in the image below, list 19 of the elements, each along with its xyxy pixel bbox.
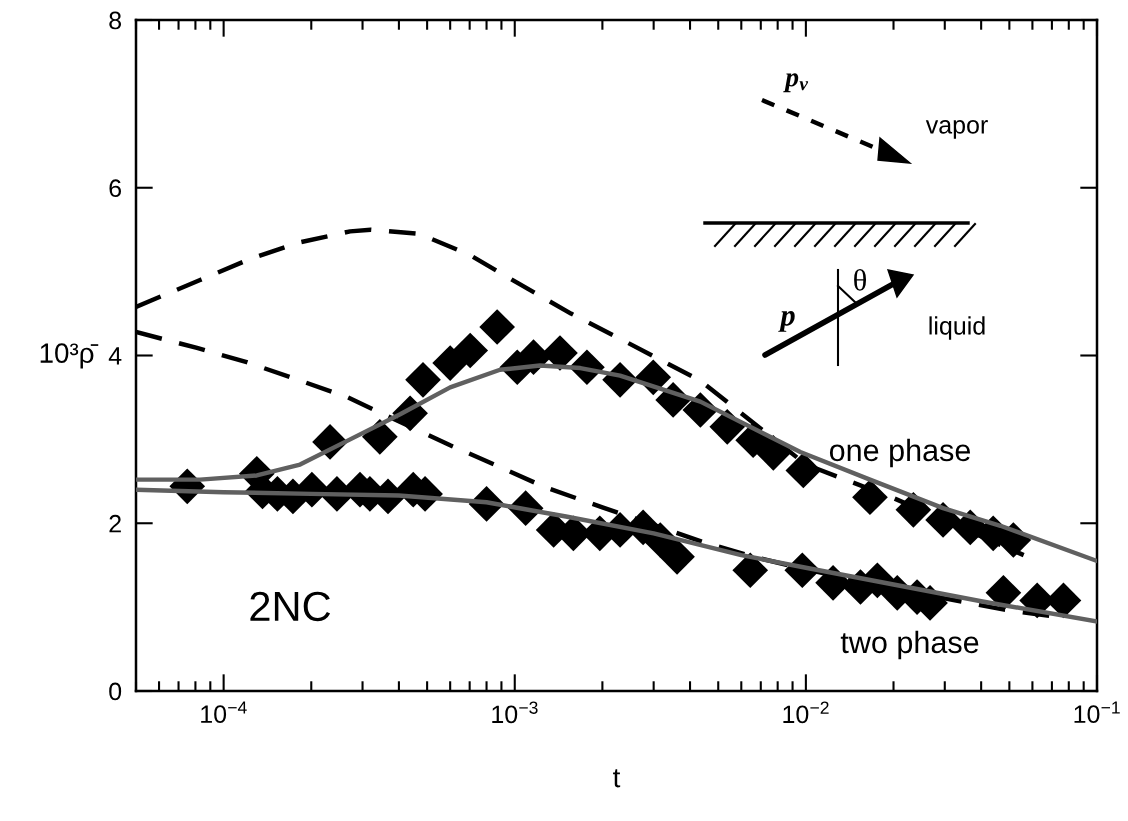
annotation: two phase bbox=[840, 630, 979, 660]
y-axis-title: 10³ρ̄ bbox=[40, 343, 99, 369]
annotation: liquid bbox=[929, 316, 985, 340]
annotation: θ bbox=[854, 268, 867, 291]
annotation: vapor bbox=[925, 120, 988, 139]
x-tick-label: 10$^{−3}$ bbox=[492, 701, 538, 724]
y-tick-label: 0 bbox=[109, 682, 122, 701]
x-tick-label: 10$^{−2}$ bbox=[783, 701, 829, 724]
x-tick-label: 10$^{−1}$ bbox=[1074, 701, 1120, 724]
annotation: 2NC bbox=[250, 591, 331, 622]
annotation: p$_{v}$ bbox=[783, 73, 809, 93]
annotation: p bbox=[778, 310, 795, 332]
annotation: one phase bbox=[829, 438, 971, 468]
y-tick-label: 2 bbox=[109, 514, 121, 533]
y-tick-label: 6 bbox=[109, 179, 122, 198]
y-tick-label: 4 bbox=[108, 347, 122, 365]
y-tick-label: 8 bbox=[109, 11, 122, 30]
x-tick-label: 10$^{−4}$ bbox=[201, 701, 247, 724]
x-axis-title: t bbox=[613, 769, 621, 788]
